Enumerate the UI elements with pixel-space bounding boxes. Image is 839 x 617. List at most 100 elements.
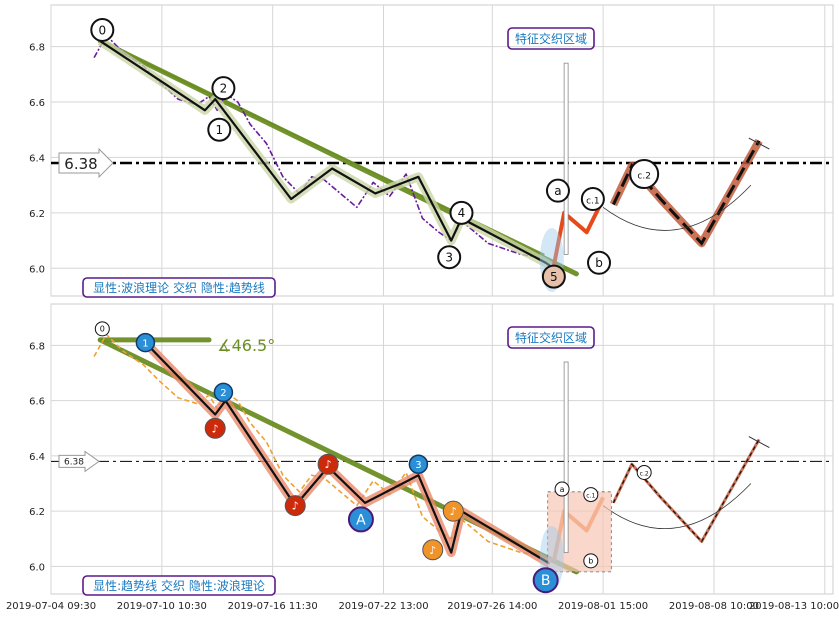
note-marker: [204, 417, 226, 439]
wave-label: a: [560, 485, 565, 494]
wave-label: c.1: [586, 492, 595, 499]
wave-label: B: [541, 573, 551, 589]
wave-label: c.2: [640, 470, 649, 477]
projection-curve: [602, 483, 752, 530]
wave-label-circle: [541, 264, 566, 289]
wave-label: b: [588, 557, 593, 566]
wave-label-circle: [587, 250, 612, 275]
wave-label-circle: [437, 245, 462, 270]
wave-label: 0: [98, 23, 106, 37]
x-tick-label: 2019-07-10 10:30: [117, 601, 207, 612]
wave-label-circle: [207, 117, 232, 142]
plot-area: [50, 4, 834, 297]
caption-box: [82, 277, 276, 298]
projection-dash: [612, 439, 760, 543]
x-tick-label: 2019-07-04 09:30: [6, 601, 96, 612]
note-glyph: ♪: [429, 544, 436, 557]
projection-curve: [602, 184, 752, 231]
x-tick-label: 2019-07-22 13:00: [338, 601, 428, 612]
price-series: [144, 341, 551, 565]
y-tick-label: 6.6: [29, 98, 45, 109]
annotation-box-label: 特征交织区域: [515, 31, 587, 46]
x-tick-label: 2019-08-08 10:00: [669, 601, 759, 612]
price-arrow-badge: [58, 147, 114, 179]
wave-label: 1: [215, 123, 223, 137]
end-marker: [748, 137, 770, 150]
wave-label-circle: [347, 506, 374, 533]
annotation-box-label: 特征交织区域: [515, 330, 587, 345]
price-arrow-badge: [58, 450, 100, 473]
wave-label-circle: [636, 464, 652, 480]
y-tick-label: 6.2: [29, 209, 45, 220]
marker-bar: [563, 361, 569, 553]
note-glyph: ♪: [325, 458, 332, 471]
note-marker: [442, 500, 464, 522]
y-tick-label: 6.0: [29, 562, 45, 573]
y-tick-label: 6.6: [29, 397, 45, 408]
end-marker: [748, 436, 770, 449]
wave-label-circle: [532, 567, 559, 594]
wave-label-circle: [554, 481, 570, 497]
x-tick-label: 2019-07-16 11:30: [228, 601, 318, 612]
price-series: [93, 333, 551, 565]
wave-label: 5: [550, 270, 558, 284]
wave-label: 1: [142, 338, 148, 349]
y-tick-label: 6.4: [29, 452, 45, 463]
y-tick-label: 6.2: [29, 507, 45, 518]
marker-bar: [563, 62, 569, 255]
wave-label-circle: [90, 17, 115, 42]
wave-label-circle: [580, 187, 605, 211]
note-marker: [422, 539, 444, 561]
caption-box: [82, 575, 276, 596]
angle-label: ∡46.5°: [217, 336, 275, 355]
wave-label: 2: [220, 81, 228, 95]
note-glyph: ♪: [450, 505, 457, 518]
note-glyph: ♪: [292, 500, 299, 513]
wave-label-circle: [545, 178, 570, 203]
price-label: 6.38: [64, 457, 84, 467]
wave-label-circle: [211, 76, 236, 101]
y-tick-label: 6.8: [29, 341, 45, 352]
note-marker: [317, 453, 339, 475]
price-series: [99, 40, 555, 270]
wave-label-circle: [583, 553, 599, 569]
caption-label: 显性:波浪理论 交织 隐性:趋势线: [93, 280, 265, 295]
wave-label: 4: [458, 206, 466, 220]
wave-label: c.1: [586, 196, 600, 206]
wave-label: A: [356, 512, 366, 528]
wave-label-circle: [629, 159, 660, 190]
price-series: [93, 34, 551, 267]
annotation-box: [507, 27, 595, 50]
wave-label: a: [554, 184, 561, 198]
wave-label-circle: [583, 487, 599, 503]
wave-label: 0: [100, 325, 105, 334]
price-label: 6.38: [64, 155, 97, 173]
wave-label-circle: [449, 200, 474, 225]
price-series: [551, 198, 605, 266]
intersection-zone: [547, 491, 612, 573]
wave-label-circle: [135, 332, 156, 353]
y-tick-label: 6.4: [29, 153, 45, 164]
wave-label: 3: [415, 460, 421, 471]
wave-label-circle: [213, 382, 234, 403]
caption-label: 显性:趋势线 交织 隐性:波浪理论: [93, 578, 265, 593]
wave-label-circle: [408, 454, 429, 474]
note-glyph: ♪: [212, 422, 219, 435]
annotation-box: [507, 326, 595, 349]
wave-label: 2: [220, 388, 226, 399]
x-tick-label: 2019-08-01 15:00: [558, 601, 648, 612]
wave-label: c.2: [637, 171, 651, 181]
projection-dash: [612, 140, 761, 246]
x-tick-label: 2019-07-26 14:00: [447, 601, 537, 612]
wave-label-circle: [94, 321, 110, 337]
wave-label: 3: [445, 251, 453, 265]
y-tick-label: 6.8: [29, 43, 45, 54]
x-tick-label: 2019-08-13 10:00: [749, 601, 839, 612]
y-tick-label: 6.0: [29, 264, 45, 275]
wave-label: b: [595, 256, 603, 270]
note-marker: [284, 495, 306, 517]
